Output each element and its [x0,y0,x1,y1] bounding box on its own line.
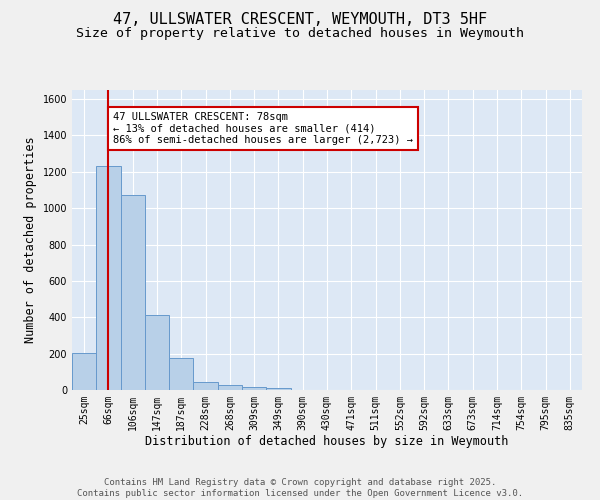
Bar [266,388,290,390]
Bar [121,194,145,390]
Bar [96,166,121,390]
Text: Distribution of detached houses by size in Weymouth: Distribution of detached houses by size … [145,435,509,448]
Bar [169,358,193,390]
Bar [72,352,96,390]
Y-axis label: Number of detached properties: Number of detached properties [24,136,37,344]
Bar [145,314,169,390]
Text: 47 ULLSWATER CRESCENT: 78sqm
← 13% of detached houses are smaller (414)
86% of s: 47 ULLSWATER CRESCENT: 78sqm ← 13% of de… [113,112,413,145]
Bar [242,386,266,390]
Text: Size of property relative to detached houses in Weymouth: Size of property relative to detached ho… [76,28,524,40]
Text: 47, ULLSWATER CRESCENT, WEYMOUTH, DT3 5HF: 47, ULLSWATER CRESCENT, WEYMOUTH, DT3 5H… [113,12,487,28]
Bar [193,382,218,390]
Bar [218,385,242,390]
Text: Contains HM Land Registry data © Crown copyright and database right 2025.
Contai: Contains HM Land Registry data © Crown c… [77,478,523,498]
